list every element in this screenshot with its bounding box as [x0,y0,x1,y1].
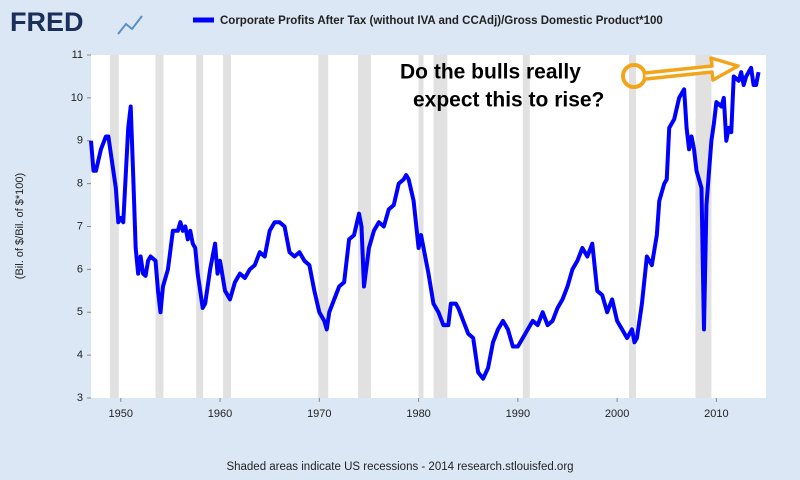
y-tick-label: 7 [77,220,83,232]
y-tick-label: 5 [77,306,83,318]
annotation: Do the bulls really [400,61,581,84]
logo-icon [117,15,143,35]
arrow-shape [644,56,740,82]
x-tick-label: 1970 [307,408,331,420]
recession-band [318,55,329,398]
footer: Shaded areas indicate US recessions - 20… [226,461,573,473]
series-line [89,65,761,381]
y-tick-label: 10 [71,92,83,104]
x-tick-label: 1990 [506,408,530,420]
x-tick-label: 2010 [704,408,728,420]
y-tick-label: 9 [77,135,83,147]
recession-band [358,55,371,398]
y-tick-label: 4 [77,349,83,361]
x-tick-label: 1980 [406,408,430,420]
x-tick-label: 1950 [109,408,133,420]
arrow-circle [621,63,647,89]
recession-layer [109,55,712,398]
y-tick-label: 3 [77,392,83,404]
y-tick-label: 8 [77,178,83,190]
recession-band [109,55,119,398]
y-axis-label: (Bil. of $/Bil. of $*100) [14,173,26,279]
annotation-arrow [621,56,740,89]
recession-band [155,55,164,398]
recession-band [522,55,530,398]
legend-label: Corporate Profits After Tax (without IVA… [220,15,663,27]
recession-band [418,55,424,398]
recession-band [223,55,231,398]
plot-area [91,55,766,398]
y-tick-label: 11 [72,49,83,61]
y-tick-label: 6 [77,263,83,275]
x-tick-label: 2000 [605,408,629,420]
recession-band [196,55,204,398]
annotation: expect this to rise? [413,89,604,112]
recession-band [629,55,636,398]
x-tick-label: 1960 [208,408,232,420]
logo: FRED [10,7,84,37]
